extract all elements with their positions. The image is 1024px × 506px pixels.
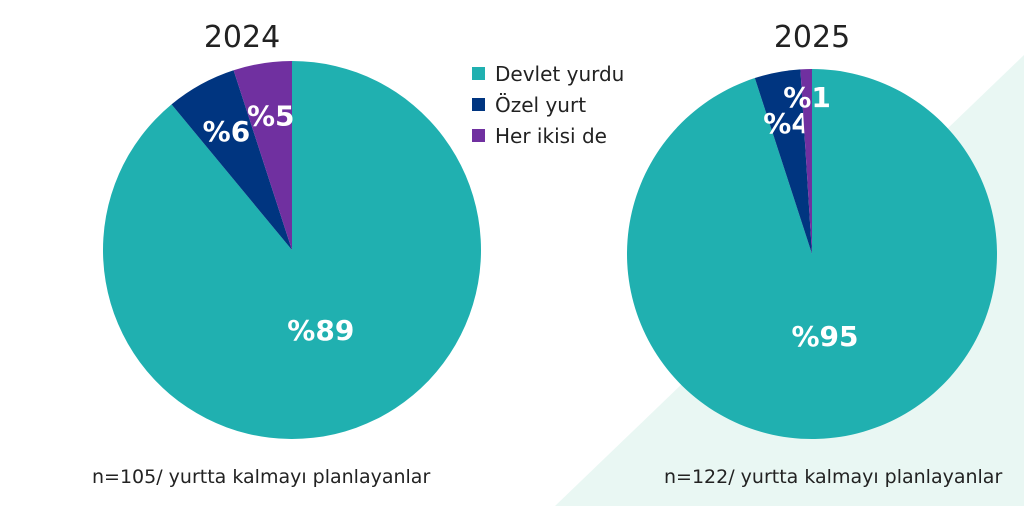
legend: Devlet yurdu Özel yurt Her ikisi de bbox=[472, 58, 624, 151]
data-label: %89 bbox=[287, 314, 354, 347]
pie-slice-2025-0 bbox=[626, 69, 997, 439]
sample-note-2024: n=105/ yurtta kalmayı planlayanlar bbox=[92, 466, 431, 488]
legend-item-her-ikisi: Her ikisi de bbox=[472, 120, 624, 151]
data-label: %95 bbox=[792, 320, 859, 353]
pie-slice-2024-2 bbox=[233, 61, 292, 250]
legend-item-devlet: Devlet yurdu bbox=[472, 58, 624, 89]
chart-title-2025: 2025 bbox=[773, 20, 851, 55]
data-label: %4 bbox=[763, 107, 811, 140]
data-label: %5 bbox=[247, 100, 295, 133]
legend-label: Her ikisi de bbox=[495, 123, 607, 148]
chart-title-2024: 2024 bbox=[203, 20, 281, 55]
pie-slice-2025-1 bbox=[754, 69, 812, 255]
pie-slice-2024-1 bbox=[171, 70, 292, 250]
data-label: %1 bbox=[783, 81, 831, 114]
sample-note-2025: n=122/ yurtta kalmayı planlayanlar bbox=[664, 466, 1003, 488]
legend-label: Özel yurt bbox=[495, 92, 587, 117]
legend-swatch bbox=[472, 67, 485, 80]
legend-swatch bbox=[472, 98, 485, 111]
data-label: %6 bbox=[203, 115, 251, 148]
legend-swatch bbox=[472, 129, 485, 142]
legend-label: Devlet yurdu bbox=[495, 61, 625, 86]
pie-slice-2025-2 bbox=[800, 69, 812, 254]
legend-item-ozel: Özel yurt bbox=[472, 89, 624, 120]
